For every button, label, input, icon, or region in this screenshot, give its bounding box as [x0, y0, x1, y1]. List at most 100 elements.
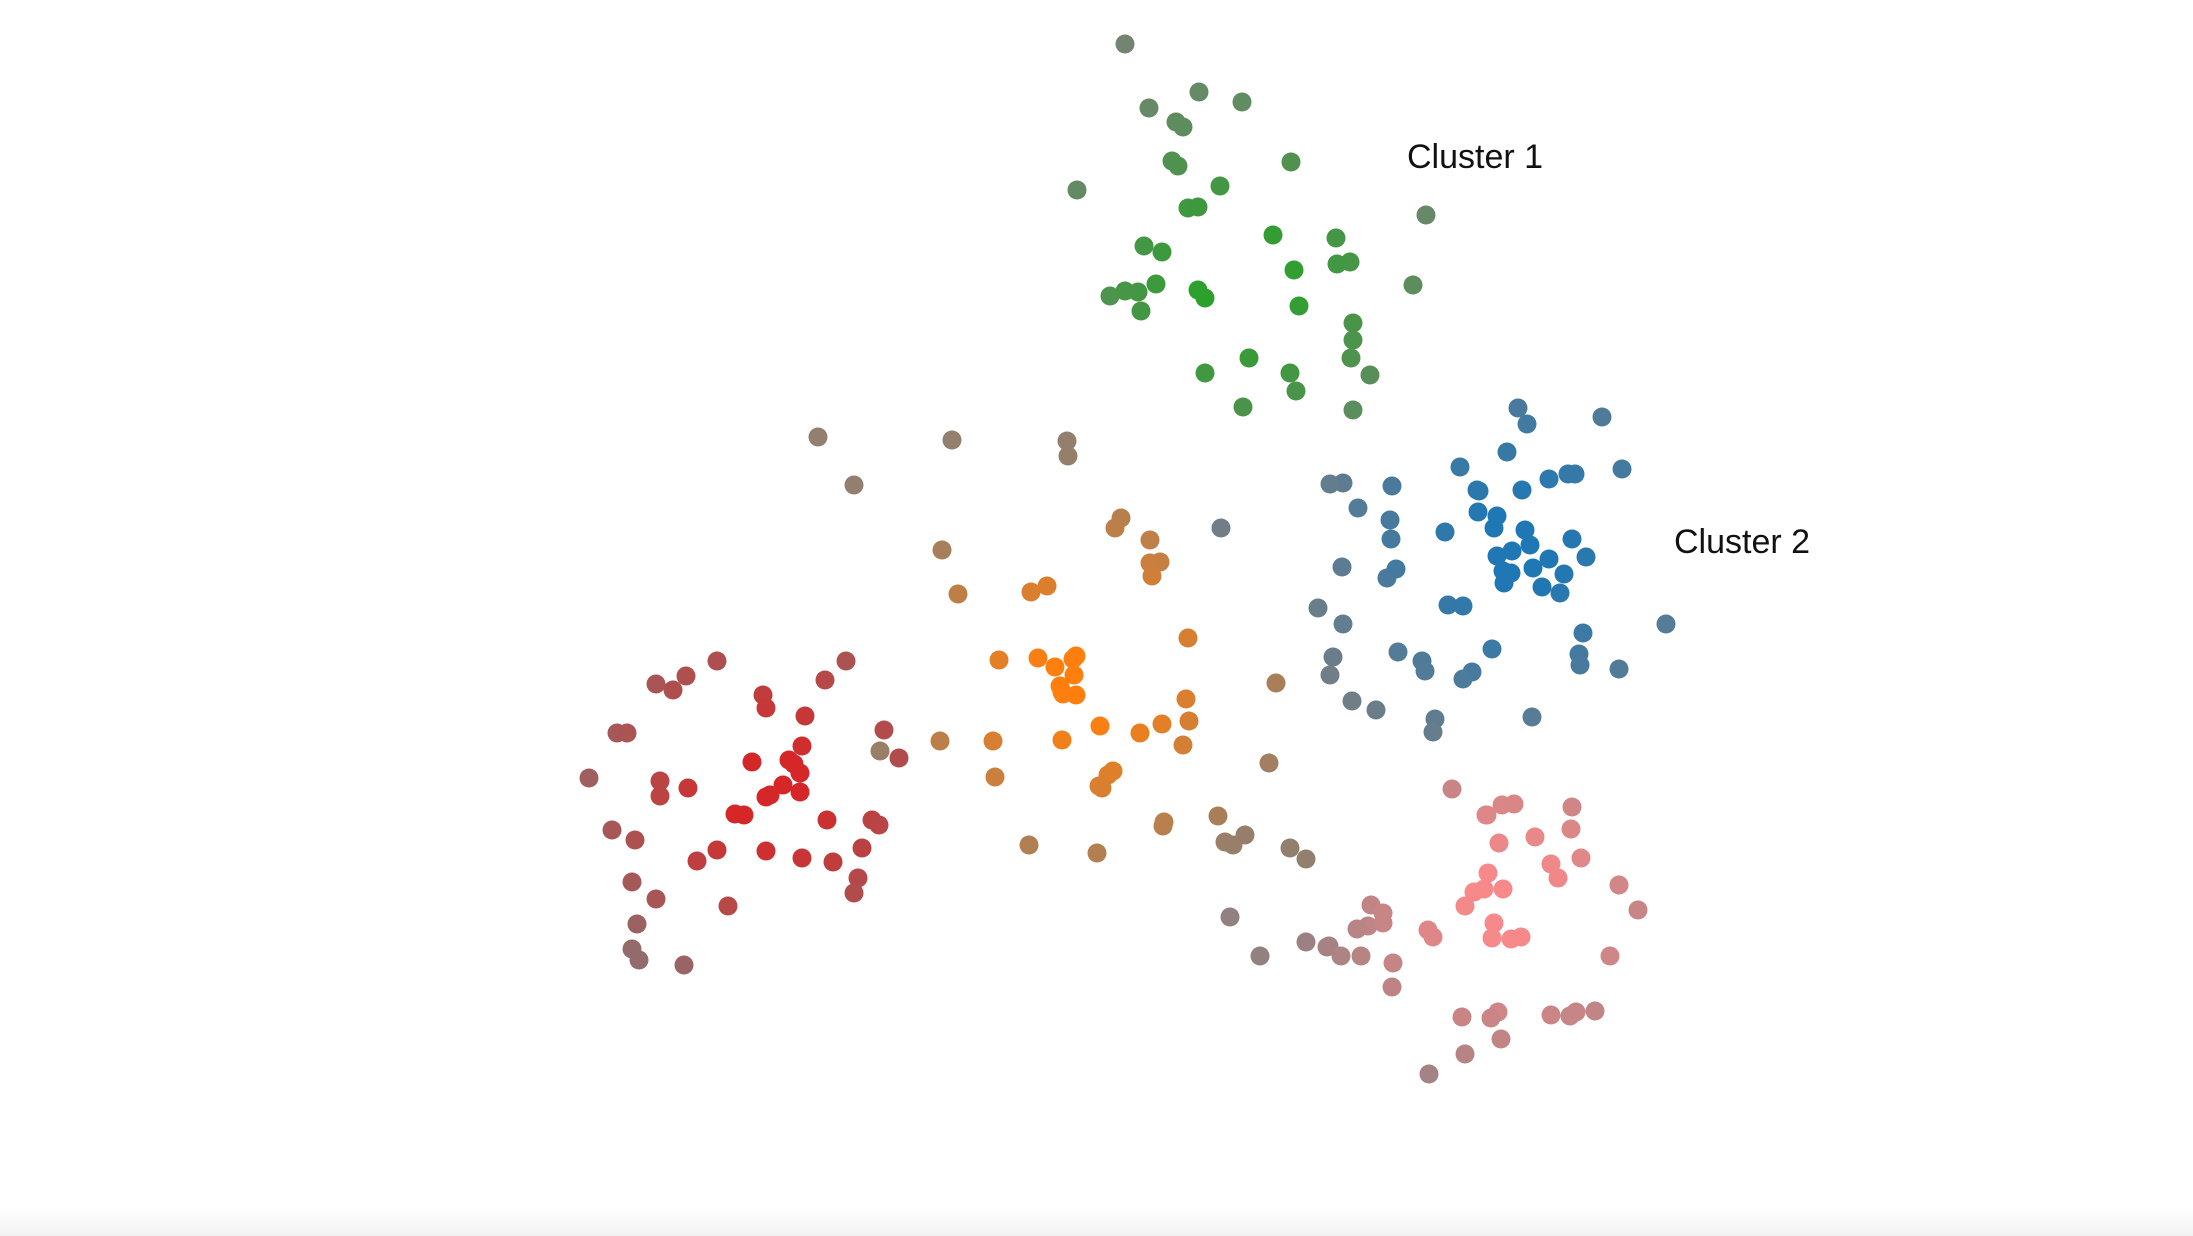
cluster-2-point — [1497, 442, 1517, 462]
cluster-1-point — [1188, 197, 1208, 217]
cluster-3-point — [1154, 812, 1174, 832]
cluster-2-point — [1487, 506, 1507, 526]
cluster-5-point — [1317, 937, 1337, 957]
cluster-2-point — [1512, 480, 1532, 500]
cluster-2-point — [1576, 547, 1596, 567]
cluster-1-point — [1341, 348, 1361, 368]
cluster-2-point — [1517, 414, 1537, 434]
cluster-4-point — [742, 752, 762, 772]
cluster-2-point — [1539, 549, 1559, 569]
cluster-1-point — [1067, 180, 1087, 200]
cluster-5-point — [1442, 779, 1462, 799]
cluster-1-point — [1173, 117, 1193, 137]
cluster-3-point — [1066, 646, 1086, 666]
cluster-4-point — [795, 706, 815, 726]
cluster-4-point — [852, 838, 872, 858]
cluster-1-point — [1100, 286, 1120, 306]
cluster-4-point — [629, 950, 649, 970]
cluster-2-point — [1342, 691, 1362, 711]
cluster-5-point — [1220, 907, 1240, 927]
cluster-2-point — [1656, 614, 1676, 634]
cluster-2-point — [1487, 546, 1507, 566]
cluster-3-point — [942, 430, 962, 450]
cluster-4-point — [687, 851, 707, 871]
cluster-3-point — [1140, 530, 1160, 550]
cluster-2-point — [1333, 614, 1353, 634]
cluster-5-point — [1351, 946, 1371, 966]
cluster-5-point — [1478, 863, 1498, 883]
cluster-3-point — [948, 584, 968, 604]
cluster-5-point — [1250, 946, 1270, 966]
cluster-2-point — [1468, 502, 1488, 522]
cluster-3-point — [1178, 628, 1198, 648]
cluster-2-point — [1453, 669, 1473, 689]
cluster-2-point — [1366, 700, 1386, 720]
cluster-1-point — [1195, 288, 1215, 308]
cluster-2-point — [1502, 541, 1522, 561]
cluster-5-point — [1347, 919, 1367, 939]
cluster-4-point — [756, 787, 776, 807]
cluster-1-point — [1115, 281, 1135, 301]
cluster-1-point — [1360, 365, 1380, 385]
cluster-1-label: Cluster 1 — [1407, 138, 1543, 176]
cluster-2-point — [1323, 647, 1343, 667]
cluster-4-point — [869, 815, 889, 835]
cluster-3-point — [1064, 665, 1084, 685]
cluster-2-point — [1348, 498, 1368, 518]
cluster-4-point — [663, 680, 683, 700]
cluster-4-point — [646, 889, 666, 909]
cluster-4-point — [790, 782, 810, 802]
cluster-2-point — [1382, 476, 1402, 496]
cluster-2-point — [1320, 474, 1340, 494]
cluster-2-point — [1388, 642, 1408, 662]
cluster-3-point — [989, 650, 1009, 670]
cluster-1-point — [1281, 152, 1301, 172]
cluster-4-point — [707, 840, 727, 860]
cluster-3-point — [1173, 735, 1193, 755]
cluster-4-point — [625, 830, 645, 850]
cluster-1-point — [1263, 225, 1283, 245]
cluster-4-point — [622, 872, 642, 892]
cluster-3-point — [932, 540, 952, 560]
cluster-4-point — [676, 666, 696, 686]
cluster-2-point — [1469, 481, 1489, 501]
cluster-5-point — [1525, 827, 1545, 847]
cluster-4-point — [790, 763, 810, 783]
cluster-1-point — [1289, 296, 1309, 316]
cluster-3-point — [1052, 730, 1072, 750]
cluster-3-point — [1090, 716, 1110, 736]
cluster-3-point — [1057, 431, 1077, 451]
cluster-5-point — [1481, 1008, 1501, 1028]
cluster-3-point — [1021, 582, 1041, 602]
cluster-3-point — [1028, 648, 1048, 668]
cluster-1-point — [1189, 82, 1209, 102]
cluster-3-point — [1087, 843, 1107, 863]
cluster-2-point — [1532, 577, 1552, 597]
cluster-2-point — [1520, 535, 1540, 555]
cluster-5-point — [1561, 819, 1581, 839]
cluster-4-point — [844, 883, 864, 903]
cluster-4-point — [823, 852, 843, 872]
cluster-5-point — [1560, 1006, 1580, 1026]
cluster-3-point — [1058, 446, 1078, 466]
cluster-3-point — [844, 475, 864, 495]
cluster-2-point — [1494, 573, 1514, 593]
cluster-2-point — [1415, 661, 1435, 681]
cluster-2-point — [1386, 559, 1406, 579]
cluster-2-point — [1380, 510, 1400, 530]
cluster-2-point — [1211, 518, 1231, 538]
cluster-2-point — [1523, 558, 1543, 578]
cluster-2-point — [1550, 583, 1570, 603]
cluster-1-point — [1416, 205, 1436, 225]
cluster-3-point — [808, 427, 828, 447]
cluster-2-point — [1592, 407, 1612, 427]
cluster-1-point — [1168, 156, 1188, 176]
cluster-5-point — [1464, 882, 1484, 902]
cluster-1-point — [1284, 260, 1304, 280]
cluster-3-point — [983, 731, 1003, 751]
cluster-5-point — [1628, 900, 1648, 920]
cluster-5-point — [1491, 1029, 1511, 1049]
cluster-1-point — [1327, 254, 1347, 274]
cluster-2-point — [1450, 457, 1470, 477]
cluster-4-point — [779, 750, 799, 770]
